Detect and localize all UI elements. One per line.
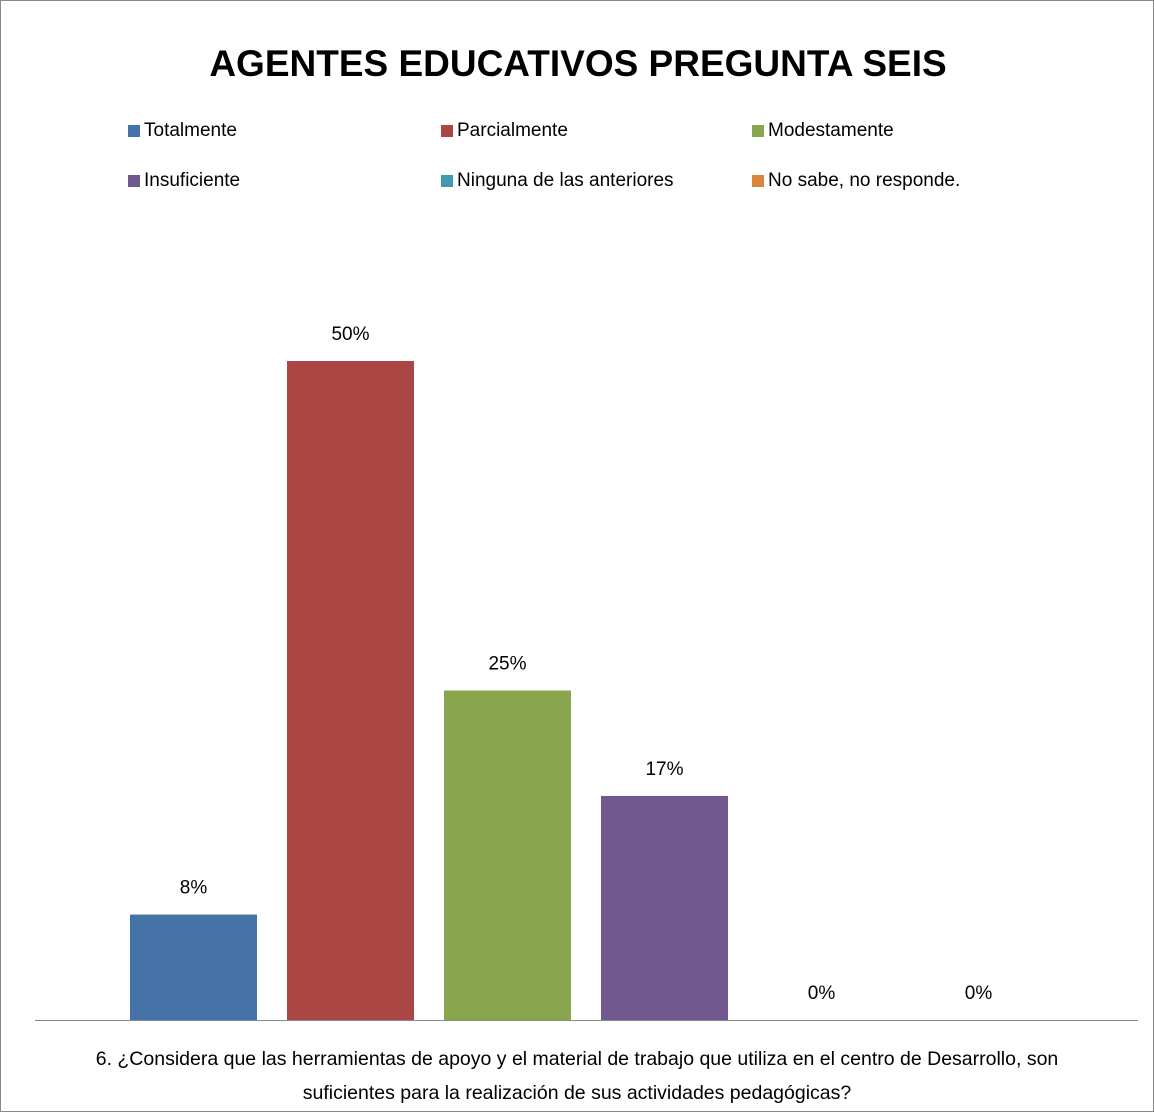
legend-swatch bbox=[128, 175, 140, 187]
data-label: 17% bbox=[645, 759, 683, 780]
legend-label: Parcialmente bbox=[457, 120, 568, 141]
legend-label: Modestamente bbox=[768, 120, 894, 141]
data-label: 50% bbox=[331, 324, 369, 345]
data-label: 25% bbox=[488, 654, 526, 675]
legend-label: Totalmente bbox=[144, 120, 237, 141]
legend-swatch bbox=[752, 175, 764, 187]
legend-swatch bbox=[752, 125, 764, 137]
data-label: 0% bbox=[965, 983, 993, 1004]
data-label: 0% bbox=[808, 983, 836, 1004]
data-label: 8% bbox=[180, 878, 208, 899]
legend-swatch bbox=[441, 125, 453, 137]
legend-label: Ninguna de las anteriores bbox=[457, 170, 674, 191]
bar bbox=[601, 795, 728, 1020]
bar bbox=[130, 914, 257, 1020]
bar bbox=[287, 361, 414, 1020]
legend-label: No sabe, no responde. bbox=[768, 170, 960, 191]
legend-label: Insuficiente bbox=[144, 170, 240, 191]
bar bbox=[444, 690, 571, 1020]
legend-swatch bbox=[128, 125, 140, 137]
category-label: 6. ¿Considera que las herramientas de ap… bbox=[95, 1048, 1059, 1104]
legend-swatch bbox=[441, 175, 453, 187]
chart-title: AGENTES EDUCATIVOS PREGUNTA SEIS bbox=[209, 43, 946, 84]
